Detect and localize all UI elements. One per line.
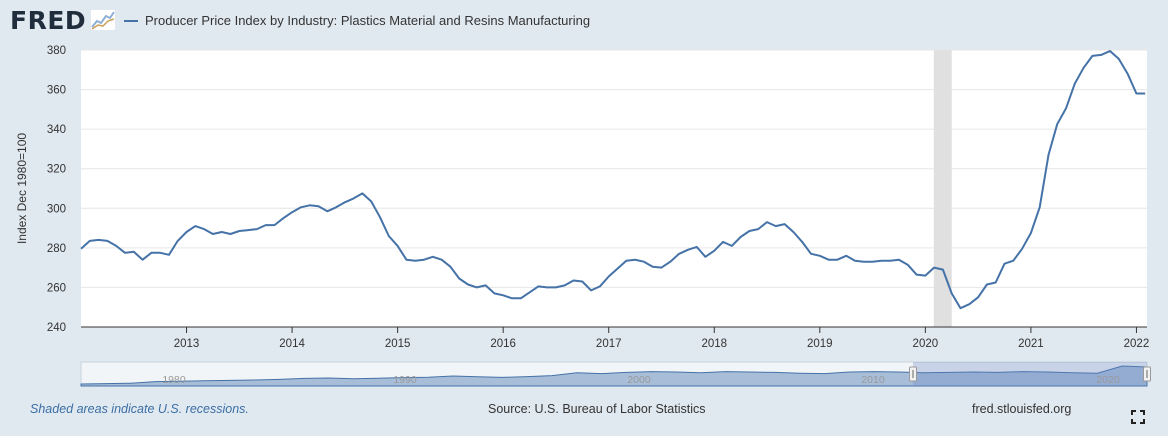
x-tick-label-2015: 2015 <box>385 338 411 350</box>
x-tick-label-2022: 2022 <box>1124 338 1150 350</box>
x-tick-label-2018: 2018 <box>701 338 727 350</box>
plot-background <box>81 50 1147 327</box>
expand-icon[interactable] <box>1131 410 1145 424</box>
y-tick-label-320: 320 <box>47 164 66 176</box>
fred-logo[interactable]: FRED <box>10 6 87 35</box>
navigator-label-2010: 2010 <box>861 374 885 386</box>
recession-shading <box>933 50 952 327</box>
y-tick-label-340: 340 <box>47 124 66 136</box>
legend-series-label[interactable]: Producer Price Index by Industry: Plasti… <box>145 13 591 28</box>
x-tick-label-2019: 2019 <box>807 338 833 350</box>
y-tick-label-360: 360 <box>47 85 66 97</box>
legend-line-swatch <box>124 20 138 22</box>
chart-line-icon <box>90 9 116 31</box>
y-tick-label-380: 380 <box>47 45 66 57</box>
x-tick-label-2020: 2020 <box>913 338 939 350</box>
recession-note: Shaded areas indicate U.S. recessions. <box>30 402 249 416</box>
x-tick-label-2013: 2013 <box>174 338 200 350</box>
navigator-label-2020: 2020 <box>1096 374 1120 386</box>
navigator-selection <box>913 362 1147 386</box>
navigator-area <box>80 365 1148 387</box>
navigator: 1980 1990 2000 2010 2020 <box>80 361 1151 387</box>
x-tick-label-2021: 2021 <box>1018 338 1044 350</box>
navigator-label-2000: 2000 <box>627 374 651 386</box>
y-axis-label: Index Dec 1980=100 <box>15 133 29 244</box>
series-layer <box>80 50 1146 310</box>
x-tick-label-2016: 2016 <box>490 338 516 350</box>
y-tick-label-280: 280 <box>47 243 66 255</box>
navigator-label-1990: 1990 <box>393 374 417 386</box>
recession-band-0 <box>933 50 952 327</box>
y-axis: 240 260 280 300 320 340 360 380 Index Dec 1980=1… <box>15 45 66 334</box>
x-tick-label-2014: 2014 <box>279 338 305 350</box>
source-label: Source: U.S. Bureau of Labor Statistics <box>488 402 706 416</box>
header: FRED Producer Price Index by Industry: P… <box>0 0 1168 44</box>
x-tick-label-2017: 2017 <box>596 338 622 350</box>
navigator-label-1980: 1980 <box>162 374 186 386</box>
site-link[interactable]: fred.stlouisfed.org <box>972 402 1072 416</box>
x-axis: 2013 2014 2015 2016 2017 2018 2019 2020 2021 2022 <box>81 326 1150 350</box>
plot-area <box>81 50 1147 327</box>
y-tick-label-260: 260 <box>47 282 66 294</box>
y-tick-label-240: 240 <box>47 322 66 334</box>
series-line-0 <box>80 50 1146 310</box>
y-tick-label-300: 300 <box>47 203 66 215</box>
